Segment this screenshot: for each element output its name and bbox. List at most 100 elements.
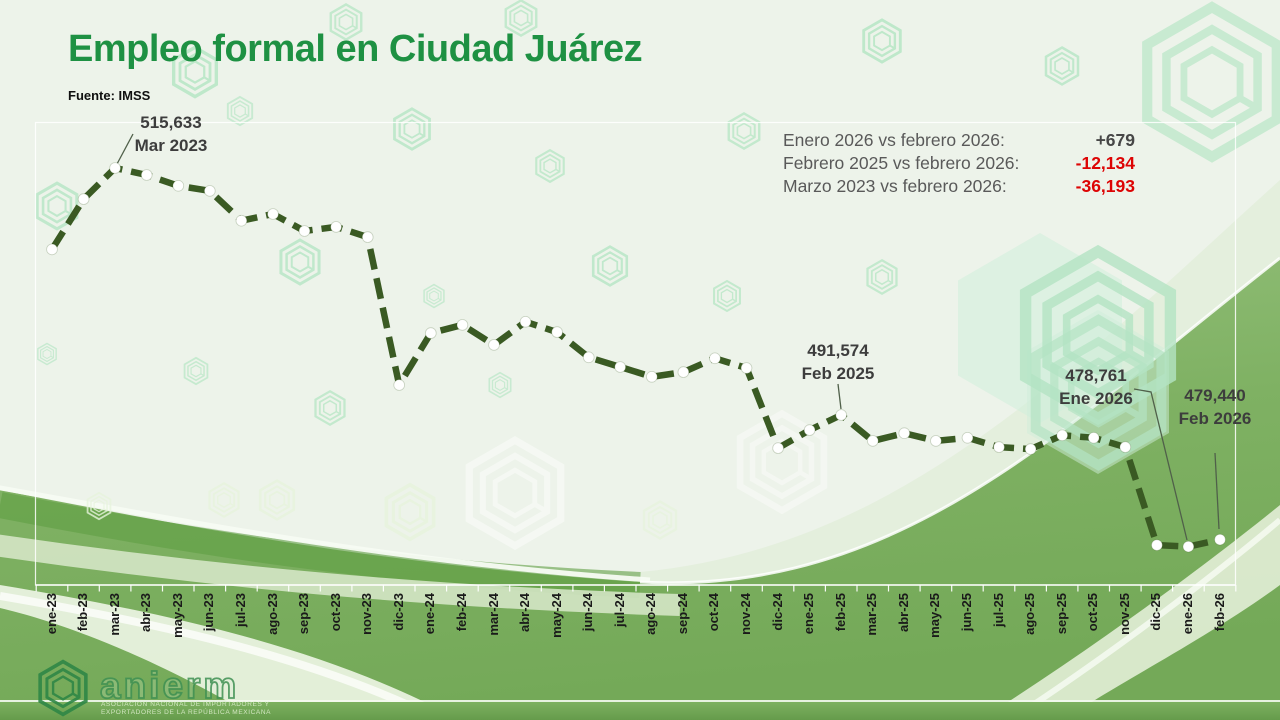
x-label-ene-23: ene-23 bbox=[43, 593, 59, 635]
x-label-ene-25: ene-25 bbox=[801, 593, 817, 635]
data-point-dic-23 bbox=[393, 379, 406, 391]
annotation-value: 479,440 bbox=[1184, 386, 1246, 405]
x-label-jul-23: jul-23 bbox=[232, 593, 248, 627]
leader-feb-2026 bbox=[1214, 452, 1220, 530]
stat-label: Marzo 2023 vs febrero 2026: bbox=[783, 176, 1007, 196]
data-point-feb-24 bbox=[456, 319, 469, 331]
anierm-logo-caption-1: ASOCIACIÓN NACIONAL DE IMPORTADORES Y bbox=[101, 699, 270, 708]
data-point-abr-24 bbox=[519, 315, 532, 328]
x-label-jun-24: jun-24 bbox=[580, 593, 596, 632]
x-label-oct-24: oct-24 bbox=[706, 593, 722, 632]
x-label-nov-24: nov-24 bbox=[738, 593, 753, 635]
x-label-nov-25: nov-25 bbox=[1116, 593, 1132, 635]
x-label-ago-23: ago-23 bbox=[264, 593, 280, 635]
x-label-dic-23: dic-23 bbox=[390, 593, 406, 631]
x-label-feb-26: feb-26 bbox=[1211, 593, 1227, 632]
data-point-oct-25 bbox=[1087, 431, 1100, 444]
annotation-value: 478,761 bbox=[1065, 366, 1127, 385]
x-label-jul-25: jul-25 bbox=[990, 593, 1006, 627]
data-point-may-24 bbox=[551, 326, 563, 338]
data-point-ene-26 bbox=[1182, 540, 1195, 553]
data-point-ene-25 bbox=[803, 424, 816, 436]
x-label-mar-25: mar-25 bbox=[864, 593, 880, 636]
x-label-abr-23: abr-23 bbox=[138, 593, 154, 633]
data-point-jul-25 bbox=[993, 441, 1005, 453]
x-label-ene-24: ene-24 bbox=[422, 593, 438, 635]
x-label-may-24: may-24 bbox=[548, 593, 564, 638]
x-label-mar-24: mar-24 bbox=[485, 593, 501, 636]
data-point-mar-23 bbox=[109, 162, 121, 174]
x-label-oct-25: oct-25 bbox=[1085, 593, 1101, 632]
anierm-logo-caption-2: EXPORTADORES DE LA REPÚBLICA MEXICANA bbox=[101, 707, 271, 716]
x-label-oct-23: oct-23 bbox=[327, 593, 343, 632]
leader-ene-2026 bbox=[1133, 388, 1188, 541]
comparison-panel: Enero 2026 vs febrero 2026: +679 Febrero… bbox=[783, 129, 1135, 198]
stat-value: +679 bbox=[1095, 130, 1135, 150]
x-label-nov-23: nov-23 bbox=[359, 593, 375, 635]
x-label-mar-23: mar-23 bbox=[106, 593, 122, 636]
x-label-abr-24: abr-24 bbox=[517, 593, 532, 633]
data-point-nov-23 bbox=[361, 231, 374, 243]
anierm-logo-wordmark: anierm bbox=[100, 665, 239, 706]
annotation-value: 491,574 bbox=[807, 341, 869, 360]
annotation-leader-lines bbox=[116, 133, 1220, 541]
x-label-sep-25: sep-25 bbox=[1053, 593, 1069, 635]
x-label-abr-25: abr-25 bbox=[895, 593, 911, 633]
data-point-abr-25 bbox=[898, 427, 911, 440]
annotation-ene-2026: 478,761 Ene 2026 bbox=[1031, 364, 1161, 410]
data-point-may-25 bbox=[930, 435, 942, 447]
annotation-feb-2025: 491,574 Feb 2025 bbox=[773, 339, 903, 385]
x-label-may-25: may-25 bbox=[927, 593, 943, 638]
data-point-mar-25 bbox=[866, 435, 879, 447]
data-point-feb-23 bbox=[77, 193, 90, 205]
data-point-mar-24 bbox=[488, 339, 500, 351]
data-point-ene-23 bbox=[46, 243, 58, 256]
annotation-value: 515,633 bbox=[140, 113, 202, 132]
data-point-nov-24 bbox=[740, 362, 753, 374]
x-label-ago-25: ago-25 bbox=[1022, 593, 1038, 635]
bottom-bar bbox=[0, 700, 1280, 720]
data-point-ago-23 bbox=[267, 208, 279, 220]
x-label-may-23: may-23 bbox=[169, 593, 185, 638]
data-point-dic-24 bbox=[772, 442, 784, 454]
data-point-jun-25 bbox=[961, 431, 974, 444]
data-point-feb-25 bbox=[835, 409, 847, 421]
annotation-date: Feb 2026 bbox=[1178, 409, 1252, 428]
leader-mar-2023 bbox=[116, 133, 134, 165]
data-point-may-23 bbox=[172, 180, 185, 192]
x-label-feb-25: feb-25 bbox=[832, 593, 848, 632]
x-label-dic-24: dic-24 bbox=[769, 593, 785, 631]
data-point-sep-25 bbox=[1056, 429, 1068, 442]
data-point-markers bbox=[46, 162, 1226, 553]
annotation-date: Mar 2023 bbox=[134, 136, 208, 155]
x-label-sep-24: sep-24 bbox=[674, 593, 690, 635]
data-point-nov-25 bbox=[1119, 441, 1132, 453]
stat-label: Enero 2026 vs febrero 2026: bbox=[783, 130, 1005, 150]
anierm-logo: anierm ASOCIACIÓN NACIONAL DE IMPORTADOR… bbox=[38, 659, 271, 717]
data-point-jun-24 bbox=[582, 351, 595, 364]
x-label-sep-23: sep-23 bbox=[296, 593, 311, 635]
data-point-oct-23 bbox=[330, 221, 342, 233]
data-point-abr-23 bbox=[140, 169, 153, 181]
data-point-ago-25 bbox=[1024, 443, 1037, 455]
annotation-mar-2023: 515,633 Mar 2023 bbox=[106, 111, 236, 157]
data-point-sep-24 bbox=[677, 366, 690, 378]
stat-row-ene26-vs-feb26: Enero 2026 vs febrero 2026: +679 bbox=[783, 129, 1135, 152]
data-point-dic-25 bbox=[1151, 539, 1163, 551]
x-label-jun-23: jun-23 bbox=[201, 593, 217, 632]
x-axis-ticks bbox=[35, 584, 1237, 592]
leader-feb-2025 bbox=[837, 383, 842, 410]
x-label-dic-25: dic-25 bbox=[1148, 593, 1164, 631]
stat-value: -12,134 bbox=[1075, 153, 1135, 173]
x-label-ago-24: ago-24 bbox=[643, 593, 659, 635]
source-note: Fuente: IMSS bbox=[68, 88, 151, 103]
stat-value: -36,193 bbox=[1075, 176, 1135, 196]
x-label-feb-24: feb-24 bbox=[453, 593, 469, 632]
x-label-jun-25: jun-25 bbox=[959, 593, 974, 632]
data-point-sep-23 bbox=[298, 225, 311, 237]
stat-label: Febrero 2025 vs febrero 2026: bbox=[783, 153, 1020, 173]
data-point-oct-24 bbox=[709, 352, 721, 365]
x-label-feb-23: feb-23 bbox=[75, 593, 91, 632]
